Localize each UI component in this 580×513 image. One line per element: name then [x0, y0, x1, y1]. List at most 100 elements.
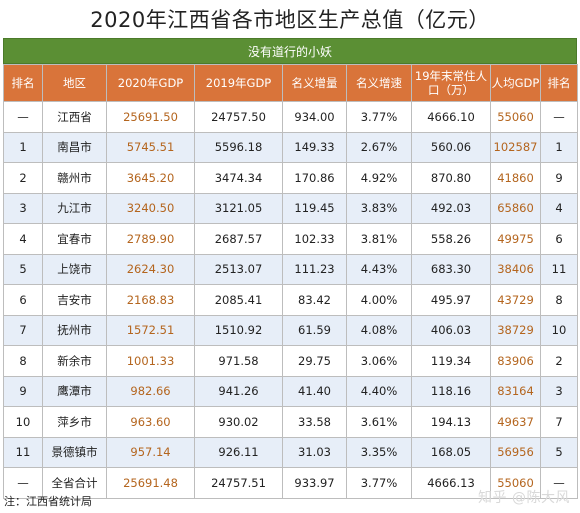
cell-region: 抚州市: [42, 314, 107, 346]
cell-population: 560.06: [411, 131, 491, 163]
header-row: 排名 地区 2020年GDP 2019年GDP 名义增量 名义增速 19年末常住…: [3, 64, 578, 102]
cell-gdp-2020: 2789.90: [106, 223, 195, 255]
cell-region: 江西省: [42, 101, 107, 133]
cell-nominal-growth: 3.77%: [346, 467, 412, 499]
cell-per-capita-gdp: 41860: [490, 162, 541, 194]
cell-gdp-2019: 971.58: [194, 345, 283, 377]
cell-region: 南昌市: [42, 131, 107, 163]
table-row: 2 赣州市 3645.20 3474.34 170.86 4.92% 870.80 41860…: [3, 162, 578, 194]
cell-region: 鹰潭市: [42, 375, 107, 407]
cell-gdp-2020: 1572.51: [106, 314, 195, 346]
cell-gdp-2020: 3645.20: [106, 162, 195, 194]
cell-per-capita-gdp: 65860: [490, 192, 541, 224]
header-nominal-growth: 名义增速: [346, 64, 412, 102]
cell-per-capita-rank: —: [540, 101, 578, 133]
cell-per-capita-rank: 7: [540, 406, 578, 438]
cell-gdp-2019: 24757.51: [194, 467, 283, 499]
cell-population: 4666.13: [411, 467, 491, 499]
cell-gdp-2019: 3121.05: [194, 192, 283, 224]
cell-per-capita-rank: 1: [540, 131, 578, 163]
cell-nominal-growth: 2.67%: [346, 131, 412, 163]
cell-per-capita-gdp: 49975: [490, 223, 541, 255]
cell-gdp-2019: 941.26: [194, 375, 283, 407]
cell-region: 宜春市: [42, 223, 107, 255]
cell-population: 4666.10: [411, 101, 491, 133]
cell-nominal-growth: 3.83%: [346, 192, 412, 224]
cell-region: 萍乡市: [42, 406, 107, 438]
cell-population: 118.16: [411, 375, 491, 407]
cell-nominal-increase: 31.03: [282, 436, 347, 468]
table-row: 7 抚州市 1572.51 1510.92 61.59 4.08% 406.03 38729 1…: [3, 314, 578, 346]
cell-gdp-2020: 5745.51: [106, 131, 195, 163]
cell-gdp-2020: 25691.50: [106, 101, 195, 133]
cell-gdp-2019: 2085.41: [194, 284, 283, 316]
header-per-capita-rank: 排名: [540, 64, 578, 102]
cell-per-capita-rank: 2: [540, 345, 578, 377]
cell-nominal-growth: 3.06%: [346, 345, 412, 377]
cell-per-capita-rank: 11: [540, 253, 578, 285]
header-rank: 排名: [3, 64, 43, 102]
cell-nominal-increase: 29.75: [282, 345, 347, 377]
cell-gdp-2020: 2168.83: [106, 284, 195, 316]
cell-per-capita-rank: 5: [540, 436, 578, 468]
cell-per-capita-rank: 4: [540, 192, 578, 224]
cell-nominal-growth: 4.00%: [346, 284, 412, 316]
cell-region: 景德镇市: [42, 436, 107, 468]
cell-rank: 1: [3, 131, 43, 163]
cell-nominal-increase: 111.23: [282, 253, 347, 285]
cell-nominal-increase: 102.33: [282, 223, 347, 255]
cell-rank: 5: [3, 253, 43, 285]
table-row: 6 吉安市 2168.83 2085.41 83.42 4.00% 495.97 43729 8: [3, 284, 578, 316]
cell-per-capita-rank: 10: [540, 314, 578, 346]
cell-population: 870.80: [411, 162, 491, 194]
cell-per-capita-gdp: 49637: [490, 406, 541, 438]
cell-nominal-increase: 41.40: [282, 375, 347, 407]
cell-gdp-2020: 957.14: [106, 436, 195, 468]
table-row: 1 南昌市 5745.51 5596.18 149.33 2.67% 560.06 10258…: [3, 131, 578, 163]
cell-rank: 10: [3, 406, 43, 438]
table-row: 5 上饶市 2624.30 2513.07 111.23 4.43% 683.30 38406…: [3, 253, 578, 285]
cell-region: 赣州市: [42, 162, 107, 194]
cell-nominal-increase: 119.45: [282, 192, 347, 224]
cell-per-capita-rank: 9: [540, 162, 578, 194]
cell-population: 495.97: [411, 284, 491, 316]
cell-per-capita-gdp: 43729: [490, 284, 541, 316]
cell-gdp-2019: 926.11: [194, 436, 283, 468]
cell-rank: 9: [3, 375, 43, 407]
cell-rank: 8: [3, 345, 43, 377]
gdp-table: 排名 地区 2020年GDP 2019年GDP 名义增量 名义增速 19年末常住…: [3, 64, 578, 499]
table-row: 4 宜春市 2789.90 2687.57 102.33 3.81% 558.26 49975…: [3, 223, 578, 255]
page-title: 2020年江西省各市地区生产总值（亿元）: [90, 8, 490, 32]
cell-per-capita-rank: 8: [540, 284, 578, 316]
header-per-capita-gdp: 人均GDP: [490, 64, 541, 102]
cell-per-capita-rank: 6: [540, 223, 578, 255]
source-footnote: 注：江西省统计局: [4, 495, 92, 508]
cell-per-capita-gdp: 102587: [490, 131, 541, 163]
cell-nominal-increase: 933.97: [282, 467, 347, 499]
cell-rank: 11: [3, 436, 43, 468]
header-gdp-2019: 2019年GDP: [194, 64, 283, 102]
cell-population: 492.03: [411, 192, 491, 224]
cell-nominal-growth: 3.81%: [346, 223, 412, 255]
cell-per-capita-gdp: 38406: [490, 253, 541, 285]
cell-region: 九江市: [42, 192, 107, 224]
cell-per-capita-gdp: 38729: [490, 314, 541, 346]
cell-gdp-2020: 25691.48: [106, 467, 195, 499]
cell-per-capita-rank: 3: [540, 375, 578, 407]
cell-rank: 2: [3, 162, 43, 194]
cell-population: 558.26: [411, 223, 491, 255]
cell-gdp-2019: 3474.34: [194, 162, 283, 194]
table-row: 11 景德镇市 957.14 926.11 31.03 3.35% 168.05 56956 5: [3, 436, 578, 468]
cell-nominal-increase: 61.59: [282, 314, 347, 346]
cell-per-capita-gdp: 55060: [490, 101, 541, 133]
cell-rank: 4: [3, 223, 43, 255]
cell-gdp-2020: 2624.30: [106, 253, 195, 285]
cell-gdp-2019: 930.02: [194, 406, 283, 438]
cell-gdp-2020: 1001.33: [106, 345, 195, 377]
cell-region: 上饶市: [42, 253, 107, 285]
table-row: — 江西省 25691.50 24757.50 934.00 3.77% 4666.10 55…: [3, 101, 578, 133]
header-nominal-increase: 名义增量: [282, 64, 347, 102]
cell-nominal-growth: 4.40%: [346, 375, 412, 407]
cell-nominal-increase: 934.00: [282, 101, 347, 133]
cell-nominal-increase: 33.58: [282, 406, 347, 438]
